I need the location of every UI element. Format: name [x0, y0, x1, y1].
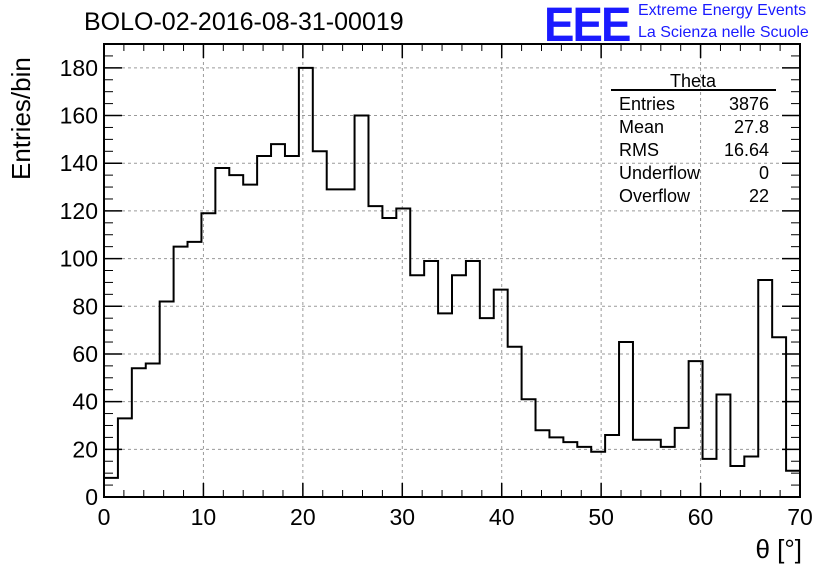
stats-label-rms: RMS — [619, 140, 659, 160]
stats-value-rms: 16.64 — [724, 140, 769, 160]
y-tick-label: 80 — [72, 293, 98, 319]
stats-label-underflow: Underflow — [619, 163, 701, 183]
histogram-bin — [716, 394, 730, 497]
histogram-bin — [744, 456, 758, 497]
histogram-bin — [396, 209, 410, 497]
histogram-bin — [368, 206, 382, 497]
axis-ticks — [103, 43, 801, 498]
histogram-bin — [341, 189, 355, 497]
stats-title: Theta — [670, 71, 717, 91]
histogram-bin — [410, 275, 424, 497]
y-tick-label: 180 — [60, 55, 98, 81]
histogram-bin — [480, 318, 494, 497]
histogram-bin — [633, 440, 647, 497]
histogram-bin — [647, 440, 661, 497]
y-axis-label: Entries/bin — [6, 57, 36, 180]
histogram-bin — [786, 471, 800, 497]
histogram-series — [104, 66, 800, 497]
y-tick-label: 100 — [60, 246, 98, 272]
histogram-bin — [188, 242, 202, 497]
y-tick-label: 120 — [60, 198, 98, 224]
histogram-bin — [327, 189, 341, 497]
y-tick-label: 20 — [72, 436, 98, 462]
y-tick-label: 160 — [60, 103, 98, 129]
histogram-bin — [675, 428, 689, 497]
histogram-bin — [563, 442, 577, 497]
y-tick-label: 60 — [72, 341, 98, 367]
y-tick-label: 0 — [85, 484, 98, 510]
histogram-bin — [257, 156, 271, 497]
stats-value-overflow: 22 — [749, 186, 769, 206]
histogram-bin — [577, 447, 591, 497]
brand-line-1: Extreme Energy Events — [638, 2, 807, 19]
x-tick-label: 50 — [588, 504, 614, 530]
brand-line-2: La Scienza nelle Scuole — [638, 24, 809, 41]
histogram-bin — [215, 168, 229, 497]
histogram-bin — [689, 361, 703, 497]
stats-value-entries: 3876 — [729, 94, 769, 114]
histogram-bin — [452, 275, 466, 497]
histogram-bin — [661, 447, 675, 497]
histogram-bin — [536, 430, 550, 497]
histogram-bin — [703, 459, 717, 497]
histogram-bin — [313, 151, 327, 497]
histogram-bin — [522, 399, 536, 497]
histogram-bin — [619, 342, 633, 497]
histogram-bin — [229, 175, 243, 497]
y-tick-label: 140 — [60, 150, 98, 176]
histogram-bin — [271, 144, 285, 497]
histogram-bin — [438, 313, 452, 497]
x-tick-label: 20 — [290, 504, 316, 530]
histogram-bin — [104, 478, 118, 497]
stats-label-entries: Entries — [619, 94, 675, 114]
histogram-bin — [424, 261, 438, 497]
x-tick-label: 10 — [191, 504, 217, 530]
histogram-bin — [160, 301, 174, 497]
histogram-bin — [174, 247, 188, 497]
x-tick-labels: 0 10 20 30 40 50 60 70 — [98, 504, 813, 530]
histogram-bin — [758, 280, 772, 497]
histogram-bin — [355, 116, 369, 497]
histogram-bin — [605, 435, 619, 497]
stats-value-mean: 27.8 — [734, 117, 769, 137]
histogram-bin — [772, 337, 786, 497]
x-tick-label: 0 — [98, 504, 111, 530]
stats-value-underflow: 0 — [759, 163, 769, 183]
stats-box: Theta Entries 3876 Mean 27.8 RMS 16.64 Underflo… — [611, 71, 776, 206]
histogram-bin — [494, 290, 508, 497]
histogram-bin — [285, 156, 299, 497]
histogram-bin — [118, 418, 132, 497]
eee-logo: EEE — [544, 0, 631, 52]
y-tick-label: 40 — [72, 389, 98, 415]
y-tick-labels: 0 20 40 60 80 100 120 140 160 180 — [60, 55, 98, 510]
histogram-bin — [730, 466, 744, 497]
x-tick-label: 70 — [787, 504, 813, 530]
histogram-bin — [508, 347, 522, 497]
histogram-bin — [132, 368, 146, 497]
histogram-bin — [591, 452, 605, 497]
histogram-bin — [466, 261, 480, 497]
stats-label-mean: Mean — [619, 117, 664, 137]
histogram-line — [104, 66, 800, 479]
histogram-bin — [243, 185, 257, 497]
histogram-bin — [146, 363, 160, 497]
stats-label-overflow: Overflow — [619, 186, 691, 206]
histogram-bin — [299, 68, 313, 497]
histogram-bin — [382, 218, 396, 497]
histogram-bin — [201, 213, 215, 497]
histogram-bin — [549, 437, 563, 497]
chart-title: BOLO-02-2016-08-31-00019 — [84, 8, 404, 36]
x-tick-label: 30 — [389, 504, 415, 530]
x-tick-label: 60 — [688, 504, 714, 530]
x-tick-label: 40 — [489, 504, 515, 530]
x-axis-label: θ [°] — [755, 534, 802, 564]
